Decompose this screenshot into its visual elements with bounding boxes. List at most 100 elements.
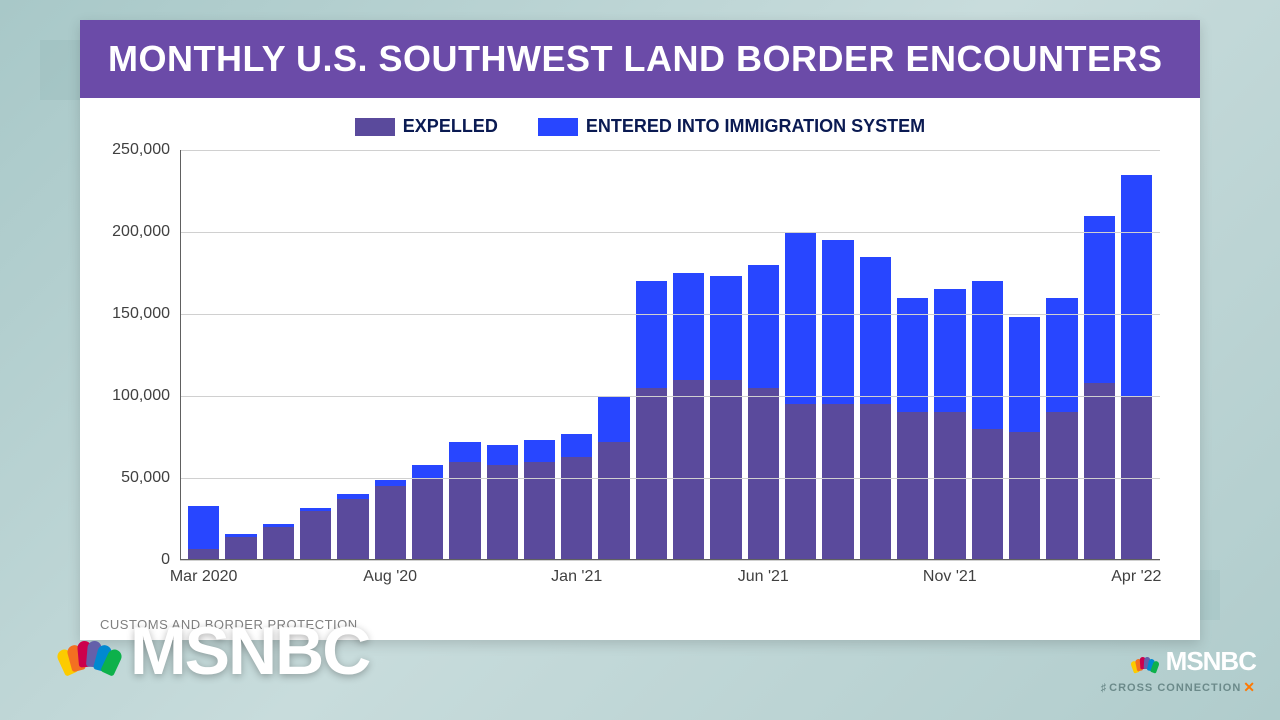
y-axis-label: 50,000 (80, 469, 170, 487)
legend-item-expelled: EXPELLED (355, 116, 498, 137)
legend-swatch-expelled (355, 118, 395, 136)
gridline (180, 150, 1160, 151)
bar-segment-entered (673, 273, 704, 380)
show-name-text: CROSS CONNECTION (1109, 682, 1241, 694)
bar (1009, 150, 1040, 560)
bar-segment-entered (188, 506, 219, 549)
bar (822, 150, 853, 560)
legend: EXPELLED ENTERED INTO IMMIGRATION SYSTEM (80, 98, 1200, 147)
bar (337, 150, 368, 560)
plot-area: Mar 2020Aug '20Jan '21Jun '21Nov '21Apr … (180, 150, 1160, 560)
x-axis-label: Aug '20 (363, 568, 417, 586)
bar (412, 150, 443, 560)
bar-segment-entered (860, 257, 891, 405)
bar-segment-entered (1121, 175, 1152, 396)
bar-segment-entered (785, 232, 816, 404)
corner-logo-text: MSNBC (1166, 646, 1256, 677)
bar (1084, 150, 1115, 560)
bar (487, 150, 518, 560)
bar (300, 150, 331, 560)
legend-item-entered: ENTERED INTO IMMIGRATION SYSTEM (538, 116, 925, 137)
bar-segment-expelled (375, 486, 406, 560)
bar-segment-expelled (300, 511, 331, 560)
bar (785, 150, 816, 560)
bar (449, 150, 480, 560)
x-axis-label: Jan '21 (551, 568, 602, 586)
bar-segment-entered (636, 281, 667, 388)
bar (1121, 150, 1152, 560)
bar-segment-entered (598, 396, 629, 442)
gridline (180, 478, 1160, 479)
gridline (180, 232, 1160, 233)
bar-segment-entered (561, 434, 592, 457)
bar-segment-entered (1009, 317, 1040, 432)
bar (748, 150, 779, 560)
bar (263, 150, 294, 560)
y-axis-label: 250,000 (80, 141, 170, 159)
bar (673, 150, 704, 560)
bars-container (180, 150, 1160, 560)
bar-segment-expelled (748, 388, 779, 560)
gridline (180, 314, 1160, 315)
bar-segment-entered (934, 289, 965, 412)
bar-segment-entered (710, 276, 741, 379)
x-axis-label: Nov '21 (923, 568, 977, 586)
bar-segment-expelled (449, 462, 480, 560)
cross-x-icon: ✕ (1243, 679, 1256, 696)
bar (1046, 150, 1077, 560)
bar-segment-expelled (785, 404, 816, 560)
bar-segment-expelled (897, 412, 928, 560)
bar (225, 150, 256, 560)
legend-label-expelled: EXPELLED (403, 116, 498, 137)
bar-segment-expelled (337, 499, 368, 560)
bar-segment-expelled (263, 527, 294, 560)
bar-segment-expelled (710, 380, 741, 560)
gridline (180, 560, 1160, 561)
bar-segment-expelled (972, 429, 1003, 560)
bar-segment-expelled (1084, 383, 1115, 560)
chart-card: MONTHLY U.S. SOUTHWEST LAND BORDER ENCOU… (80, 20, 1200, 640)
bar-segment-expelled (412, 478, 443, 560)
bar-segment-entered (412, 465, 443, 478)
legend-swatch-entered (538, 118, 578, 136)
y-axis-label: 200,000 (80, 223, 170, 241)
bar-segment-expelled (1009, 432, 1040, 560)
main-logo-text: MSNBC (130, 612, 369, 690)
bar (897, 150, 928, 560)
corner-logo-row: MSNBC (1101, 646, 1256, 677)
bar (524, 150, 555, 560)
bar-segment-entered (449, 442, 480, 462)
bar (188, 150, 219, 560)
bar (561, 150, 592, 560)
bar (972, 150, 1003, 560)
bar-segment-expelled (636, 388, 667, 560)
bar-segment-expelled (934, 412, 965, 560)
bar (934, 150, 965, 560)
bar-segment-entered (1084, 216, 1115, 383)
bar (598, 150, 629, 560)
peacock-icon (60, 627, 118, 675)
y-axis-label: 100,000 (80, 387, 170, 405)
y-axis-label: 150,000 (80, 305, 170, 323)
bar (636, 150, 667, 560)
bar-segment-expelled (524, 462, 555, 560)
bar-segment-expelled (598, 442, 629, 560)
x-axis-label: Apr '22 (1111, 568, 1161, 586)
bar-segment-expelled (822, 404, 853, 560)
x-axis-line (180, 559, 1160, 560)
corner-show-name: ♯ CROSS CONNECTION ✕ (1101, 679, 1256, 696)
x-axis-labels: Mar 2020Aug '20Jan '21Jun '21Nov '21Apr … (180, 568, 1160, 598)
bar-segment-entered (822, 240, 853, 404)
bar-segment-entered (972, 281, 1003, 429)
main-network-logo: MSNBC (60, 612, 369, 690)
corner-network-badge: MSNBC ♯ CROSS CONNECTION ✕ (1101, 646, 1256, 696)
gridline (180, 396, 1160, 397)
chart-title: MONTHLY U.S. SOUTHWEST LAND BORDER ENCOU… (80, 20, 1200, 98)
bar-segment-expelled (225, 537, 256, 560)
bar-segment-entered (748, 265, 779, 388)
bar-segment-entered (487, 445, 518, 465)
bar-segment-expelled (561, 457, 592, 560)
bar-segment-expelled (1046, 412, 1077, 560)
bar-segment-entered (524, 440, 555, 461)
x-axis-label: Mar 2020 (170, 568, 238, 586)
